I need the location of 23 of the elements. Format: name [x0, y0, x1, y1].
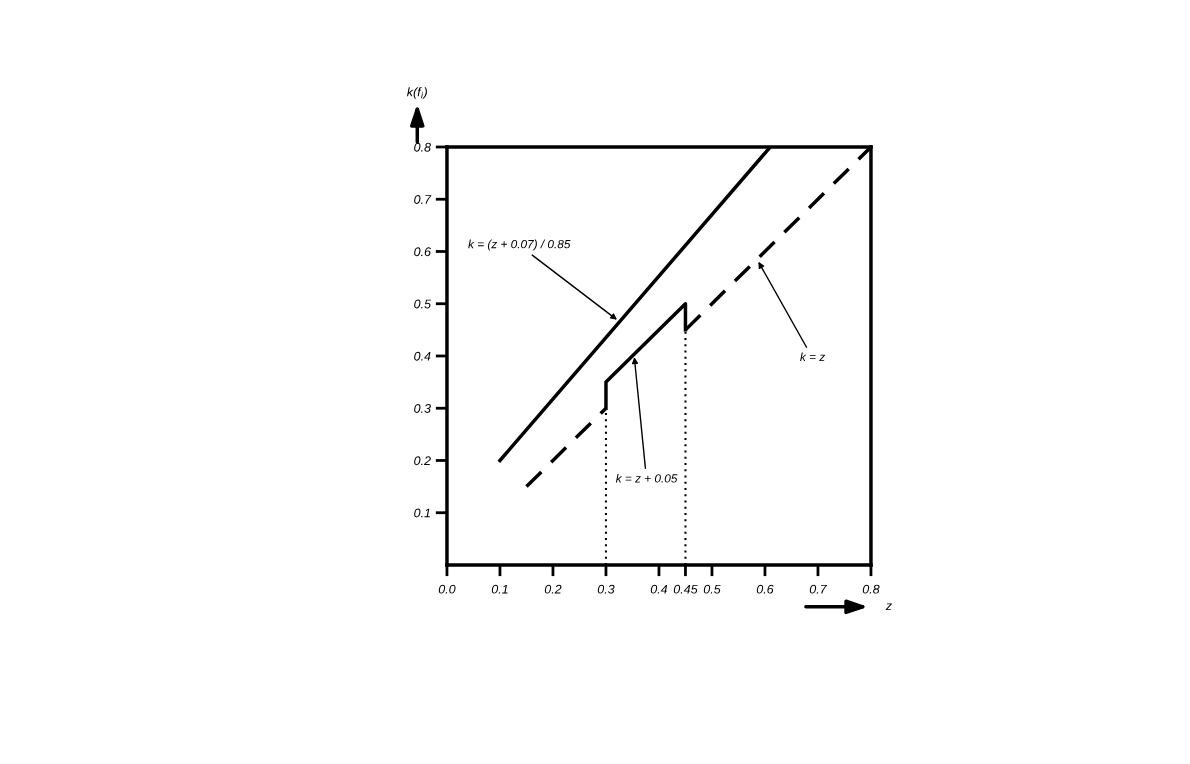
x-tick-label: 0.7	[809, 584, 828, 594]
x-tick-label: 0.1	[491, 584, 508, 594]
x-tick-label: 0.45	[673, 584, 698, 594]
y-axis-title: k(f$_{i}$)	[406, 87, 427, 99]
x-tick-label: 0.6	[756, 584, 774, 594]
x-tick-label: 0.8	[862, 584, 880, 594]
y-tick-label: 0.4	[414, 351, 431, 361]
y-tick-label: 0.2	[414, 456, 431, 466]
x-tick-label: 0.4	[650, 584, 668, 594]
annotation: k = (z + 0.07) / 0.85	[468, 239, 571, 251]
annotation: k = z + 0.05	[615, 473, 678, 483]
y-tick-label: 0.3	[414, 404, 431, 413]
y-tick-label: 0.8	[414, 142, 431, 152]
x-tick-label: 0.3	[597, 584, 615, 594]
x-tick-label: 0.5	[703, 584, 721, 594]
y-tick-label: 0.7	[414, 195, 432, 204]
y-tick-label: 0.5	[414, 299, 432, 309]
annotation: k = z	[800, 352, 826, 361]
x-axis-title: z	[885, 603, 892, 611]
y-tick-label: 0.6	[414, 247, 431, 257]
y-tick-label: 0.1	[414, 508, 430, 518]
x-tick-label: 0.2	[544, 584, 562, 594]
x-tick-label: 0.0	[438, 584, 456, 594]
